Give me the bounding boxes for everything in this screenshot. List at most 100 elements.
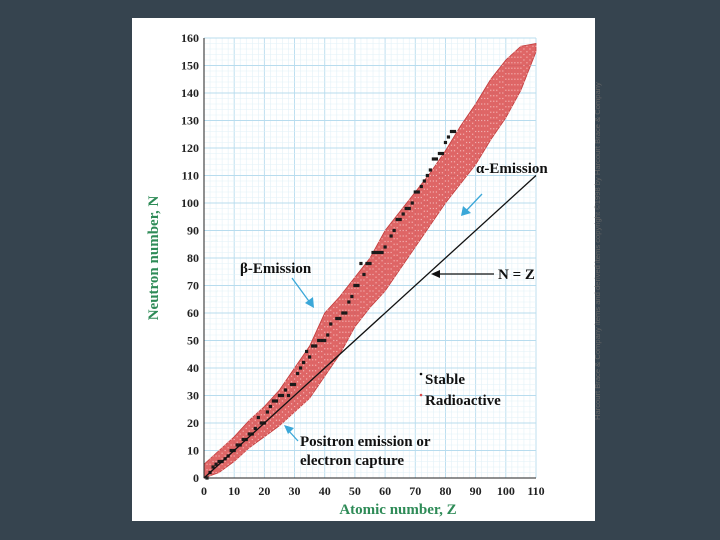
band-texture-dot: [487, 130, 489, 133]
band-texture-dot: [402, 224, 404, 226]
band-texture-dot: [490, 89, 492, 91]
band-texture-dot: [420, 213, 422, 215]
band-texture-dot: [381, 254, 383, 256]
band-texture-dot: [345, 298, 347, 300]
band-texture-dot: [420, 207, 422, 210]
band-texture-dot: [472, 166, 474, 168]
band-texture-dot: [281, 416, 284, 419]
band-texture-dot: [426, 210, 428, 212]
band-texture-dot: [514, 89, 516, 91]
band-texture-dot: [426, 227, 428, 229]
band-texture-dot: [315, 337, 317, 339]
band-texture-dot: [526, 56, 528, 58]
band-texture-dot: [278, 419, 281, 421]
band-texture-dot: [248, 419, 250, 421]
band-texture-dot: [475, 163, 477, 166]
band-texture-dot: [324, 359, 326, 361]
band-texture-dot: [284, 408, 287, 410]
band-texture-dot: [357, 276, 359, 278]
band-texture-dot: [312, 375, 314, 377]
band-texture-dot: [315, 364, 317, 366]
band-texture-dot: [469, 158, 471, 160]
band-texture-dot: [532, 51, 534, 53]
band-texture-dot: [303, 397, 305, 399]
band-texture-dot: [227, 458, 229, 460]
band-texture-dot: [330, 348, 332, 350]
band-texture-dot: [342, 326, 344, 328]
band-texture-dot: [242, 447, 244, 449]
band-texture-dot: [484, 92, 486, 94]
band-texture-dot: [456, 180, 459, 182]
band-texture-dot: [465, 141, 468, 144]
band-texture-dot: [511, 95, 513, 97]
band-texture-dot: [465, 152, 468, 155]
band-texture-dot: [333, 356, 335, 358]
band-texture-dot: [426, 194, 428, 196]
stable-point: [271, 399, 276, 403]
band-texture-dot: [453, 150, 456, 152]
stable-point: [446, 135, 451, 139]
band-texture-dot: [312, 342, 314, 344]
band-texture-dot: [462, 155, 465, 157]
band-texture-dot: [441, 199, 444, 201]
band-texture-dot: [357, 287, 359, 289]
band-texture-dot: [366, 282, 368, 284]
band-texture-dot: [315, 370, 317, 372]
band-texture-dot: [327, 326, 329, 328]
band-texture-dot: [372, 268, 374, 270]
stable-point: [268, 404, 272, 409]
band-texture-dot: [206, 469, 208, 471]
band-texture-dot: [393, 232, 395, 234]
band-texture-dot: [278, 397, 281, 399]
band-texture-dot: [396, 260, 398, 262]
band-texture-dot: [287, 389, 290, 391]
band-texture-dot: [318, 356, 320, 358]
band-texture-dot: [336, 339, 338, 342]
band-texture-dot: [366, 276, 368, 278]
x-tick-label: 10: [228, 484, 240, 498]
band-texture-dot: [321, 328, 323, 331]
band-texture-dot: [490, 117, 492, 119]
band-texture-dot: [526, 45, 528, 47]
legend-stable-dot: [419, 372, 423, 376]
band-texture-dot: [402, 246, 404, 248]
band-texture-dot: [532, 56, 534, 58]
band-texture-dot: [390, 257, 392, 259]
band-texture-dot: [296, 397, 299, 399]
band-texture-dot: [230, 444, 232, 446]
band-texture-dot: [354, 309, 356, 311]
band-texture-dot: [399, 224, 401, 226]
band-texture-dot: [299, 372, 302, 375]
band-texture-dot: [363, 279, 365, 281]
band-texture-dot: [529, 64, 531, 67]
band-texture-dot: [303, 364, 305, 366]
band-texture-dot: [450, 150, 453, 152]
n-equals-z-label: N = Z: [498, 267, 535, 283]
band-texture-dot: [469, 125, 471, 127]
band-texture-dot: [499, 97, 501, 100]
band-texture-dot: [236, 452, 238, 454]
band-texture-dot: [369, 295, 371, 298]
band-texture-dot: [408, 238, 410, 240]
band-texture-dot: [396, 254, 398, 256]
band-texture-dot: [426, 177, 428, 179]
band-texture-dot: [309, 392, 311, 394]
band-texture-dot: [499, 70, 501, 72]
band-texture-dot: [251, 422, 253, 424]
band-texture-dot: [499, 103, 501, 105]
band-texture-dot: [478, 147, 480, 149]
x-tick-label: 60: [379, 484, 391, 498]
x-tick-label: 90: [470, 484, 482, 498]
band-texture-dot: [315, 386, 317, 388]
band-texture-dot: [306, 389, 308, 391]
band-texture-dot: [309, 359, 311, 361]
band-texture-dot: [411, 199, 413, 201]
band-texture-dot: [502, 108, 504, 111]
band-texture-dot: [324, 375, 326, 377]
band-texture-dot: [429, 207, 431, 210]
band-texture-dot: [393, 271, 395, 273]
y-tick-label: 50: [187, 334, 199, 348]
stable-point: [422, 179, 426, 183]
band-texture-dot: [351, 287, 353, 289]
band-texture-dot: [345, 342, 347, 344]
